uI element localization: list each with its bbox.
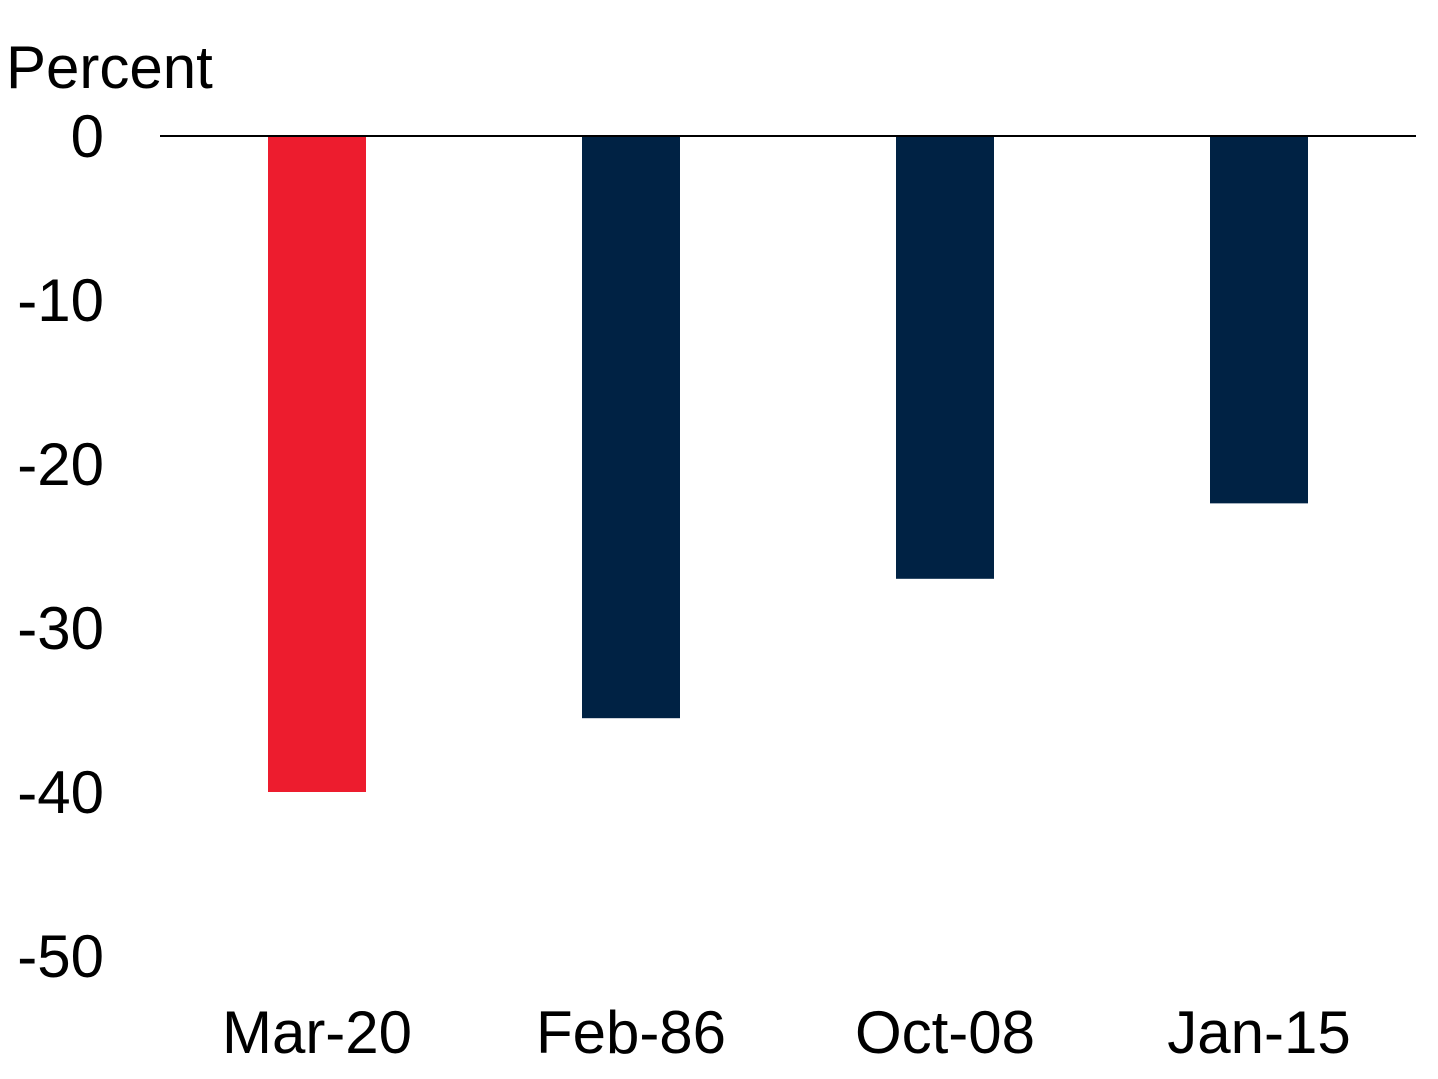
y-tick-label: -20 [17,431,104,498]
bar-jan-15 [1210,136,1308,504]
x-axis-ticks: Mar-20 Feb-86 Oct-08 Jan-15 [222,999,1351,1066]
bar-oct-08 [896,136,994,579]
bars [268,136,1308,792]
y-tick-label: -30 [17,595,104,662]
x-tick-label: Mar-20 [222,999,412,1066]
y-tick-label: -40 [17,759,104,826]
x-tick-label: Oct-08 [855,999,1035,1066]
y-tick-label: 0 [71,103,104,170]
y-tick-label: -50 [17,923,104,990]
y-axis-ticks: 0 -10 -20 -30 -40 -50 [17,103,104,990]
y-tick-label: -10 [17,267,104,334]
y-axis-label: Percent [6,34,213,101]
bar-feb-86 [582,136,680,719]
x-tick-label: Feb-86 [536,999,726,1066]
bar-mar-20 [268,136,366,792]
x-tick-label: Jan-15 [1167,999,1350,1066]
